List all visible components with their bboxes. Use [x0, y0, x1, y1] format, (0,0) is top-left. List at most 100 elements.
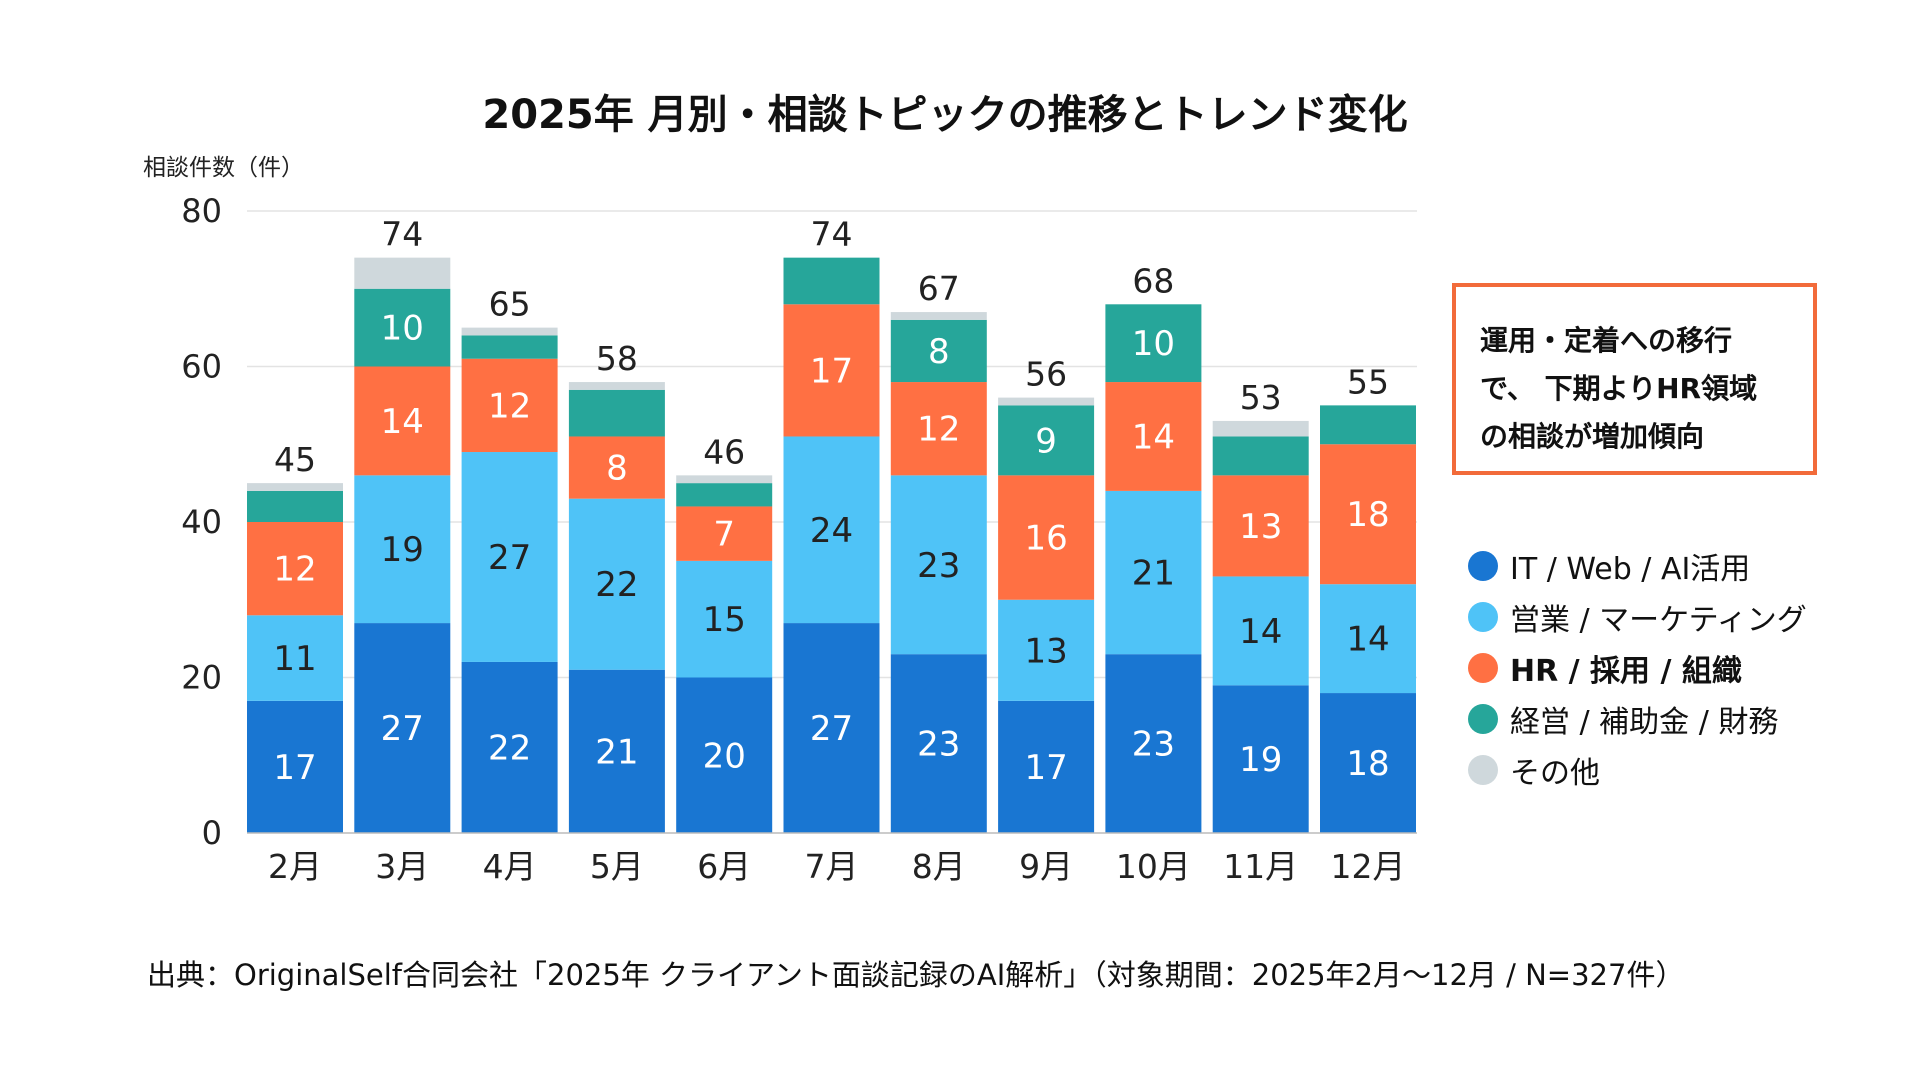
total-label: 55	[1347, 362, 1389, 401]
data-label: 14	[1239, 612, 1282, 652]
bar-segment	[890, 312, 987, 320]
legend-item: IT / Web / AI活用	[1468, 540, 1807, 591]
total-label: 67	[918, 269, 960, 308]
x-tick-label: 10月	[1116, 847, 1191, 886]
data-label: 12	[273, 550, 316, 590]
bar-segment	[568, 436, 665, 499]
bar-segment	[247, 700, 343, 833]
x-tick-label: 5月	[590, 847, 644, 886]
data-label: 14	[1346, 620, 1389, 660]
x-tick-label: 7月	[805, 847, 859, 886]
bar-segment	[676, 506, 773, 561]
bar-segment	[568, 669, 665, 833]
data-label: 23	[1132, 725, 1175, 765]
bar-segment	[461, 335, 558, 359]
data-label: 16	[1024, 519, 1067, 559]
total-label: 74	[811, 215, 853, 254]
bar-segment	[1320, 693, 1416, 833]
data-label: 8	[606, 449, 628, 489]
legend-label: 営業 / マーケティング	[1510, 602, 1807, 638]
bar-segment	[783, 436, 880, 624]
data-label: 7	[713, 515, 735, 555]
bar-segment	[247, 615, 343, 701]
legend-item: 経営 / 補助金 / 財務	[1468, 693, 1807, 744]
legend-label: 経営 / 補助金 / 財務	[1510, 704, 1779, 740]
bar-segment	[1212, 420, 1309, 437]
bar-segment	[998, 397, 1095, 406]
data-label: 21	[1132, 554, 1175, 594]
legend-label: その他	[1510, 755, 1600, 791]
bar-segment	[998, 475, 1095, 600]
total-label: 58	[596, 339, 638, 378]
legend-item: HR / 採用 / 組織	[1468, 642, 1807, 693]
bar-segment	[354, 366, 451, 476]
total-label: 46	[703, 432, 745, 471]
y-tick-label: 20	[181, 659, 222, 697]
y-tick-label: 80	[181, 192, 222, 230]
annotation-line: の相談が増加傾向	[1480, 420, 1705, 453]
x-tick-label: 8月	[912, 847, 966, 886]
chart-title: 2025年 月別・相談トピックの推移とトレンド変化	[482, 92, 1408, 138]
data-label: 19	[381, 530, 424, 570]
bar-segment	[354, 257, 451, 289]
source-note: 出典：OriginalSelf合同会社「2025年 クライアント面談記録のAI解…	[147, 958, 1685, 992]
legend-swatch-icon	[1468, 703, 1498, 734]
bar-segment	[461, 358, 558, 453]
total-label: 65	[489, 285, 531, 324]
x-tick-label: 4月	[483, 847, 537, 886]
x-tick-label: 12月	[1331, 847, 1406, 886]
legend-swatch-icon	[1468, 601, 1498, 632]
legend-swatch-icon	[1468, 652, 1498, 683]
data-label: 18	[1346, 744, 1389, 784]
total-label: 74	[381, 215, 423, 254]
bar-segment	[890, 319, 987, 383]
data-label: 21	[595, 732, 638, 772]
legend-label: HR / 採用 / 組織	[1510, 653, 1742, 689]
x-tick-label: 11月	[1223, 847, 1298, 886]
data-label: 23	[917, 546, 960, 586]
bar-segment	[1320, 444, 1416, 585]
total-label: 56	[1025, 355, 1067, 394]
data-label: 22	[595, 565, 638, 605]
bar-segment	[998, 599, 1095, 701]
data-label: 8	[928, 332, 950, 372]
legend-swatch-icon	[1468, 754, 1498, 785]
data-label: 9	[1035, 421, 1057, 461]
legend-item: 営業 / マーケティング	[1468, 591, 1807, 642]
data-label: 19	[1239, 740, 1282, 780]
bar-segment	[676, 560, 773, 678]
bar-segment	[1105, 490, 1202, 655]
x-tick-label: 6月	[697, 847, 751, 886]
legend: IT / Web / AI活用営業 / マーケティング HR / 採用 / 組織経…	[1468, 540, 1807, 795]
annotation-line: で、 下期よりHR領域	[1480, 372, 1758, 405]
data-label: 12	[488, 386, 531, 426]
data-label: 27	[381, 709, 424, 749]
data-label: 11	[273, 639, 316, 679]
bar-segment	[1105, 304, 1202, 383]
x-tick-label: 3月	[375, 847, 429, 886]
bar-segment	[783, 623, 880, 833]
y-axis-label: 相談件数（件）	[143, 155, 304, 181]
bar-segment	[461, 327, 558, 336]
bar-segment	[461, 661, 558, 833]
bar-segment	[890, 654, 987, 833]
data-label: 27	[488, 538, 531, 578]
y-tick-label: 60	[181, 348, 222, 386]
bar-segment	[676, 475, 773, 484]
data-label: 10	[1132, 324, 1175, 364]
bar-segment	[1212, 576, 1309, 686]
data-label: 27	[810, 709, 853, 749]
y-tick-label: 40	[181, 503, 222, 541]
bar-segment	[1105, 654, 1202, 833]
legend-swatch-icon	[1468, 550, 1498, 581]
x-tick-label: 9月	[1019, 847, 1073, 886]
bar-segment	[247, 483, 343, 491]
annotation-line: 運用・定着への移行	[1480, 324, 1733, 357]
data-label: 17	[1024, 748, 1067, 788]
bar-segment	[568, 498, 665, 670]
bar-segment	[890, 382, 987, 476]
data-label: 10	[381, 309, 424, 349]
bar-segment	[568, 382, 665, 390]
total-label: 68	[1132, 261, 1174, 300]
data-label: 15	[703, 600, 746, 640]
